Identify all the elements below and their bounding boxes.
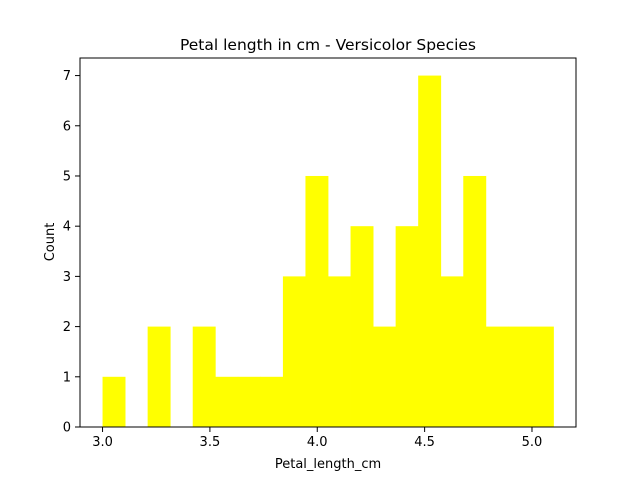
histogram-bar [485, 326, 509, 427]
histogram-bar [147, 326, 171, 427]
x-axis-ticks: 3.0 3.5 4.0 4.5 5.0 [92, 427, 542, 450]
histogram-bar [102, 376, 126, 427]
histogram-bar [530, 326, 554, 427]
x-tick-label: 3.0 [92, 435, 113, 450]
x-tick-label: 5.0 [522, 435, 543, 450]
y-axis-ticks: 0 1 2 3 4 5 6 7 [63, 69, 80, 436]
x-tick-label: 4.5 [414, 435, 435, 450]
histogram-bar [418, 75, 442, 428]
histogram-bar [440, 276, 464, 427]
bars-group [102, 75, 554, 428]
y-tick-label: 3 [63, 270, 71, 285]
y-tick-label: 5 [63, 169, 71, 184]
x-axis-label: Petal_length_cm [275, 457, 381, 472]
x-tick-label: 3.5 [200, 435, 221, 450]
y-tick-label: 4 [63, 220, 71, 235]
histogram-bar [350, 226, 374, 427]
histogram-bar [508, 326, 532, 427]
x-tick-label: 4.0 [307, 435, 328, 450]
histogram-bar [260, 376, 284, 427]
y-tick-label: 0 [63, 421, 71, 436]
histogram-bar [463, 175, 487, 427]
plot-area-frame [79, 57, 577, 428]
histogram-bar [328, 276, 351, 427]
y-axis-label: Count [43, 223, 58, 262]
chart-title: Petal length in cm - Versicolor Species [180, 36, 476, 54]
y-tick-label: 1 [63, 370, 71, 385]
histogram-bar [215, 376, 239, 427]
y-tick-label: 2 [63, 320, 71, 335]
histogram-bar [282, 276, 306, 427]
histogram-bar [305, 175, 329, 427]
histogram-bar [373, 326, 397, 427]
y-tick-label: 7 [63, 69, 71, 84]
y-tick-label: 6 [63, 119, 71, 134]
histogram-bar [237, 376, 261, 427]
histogram-bar [192, 326, 216, 427]
histogram-bar [395, 226, 419, 427]
